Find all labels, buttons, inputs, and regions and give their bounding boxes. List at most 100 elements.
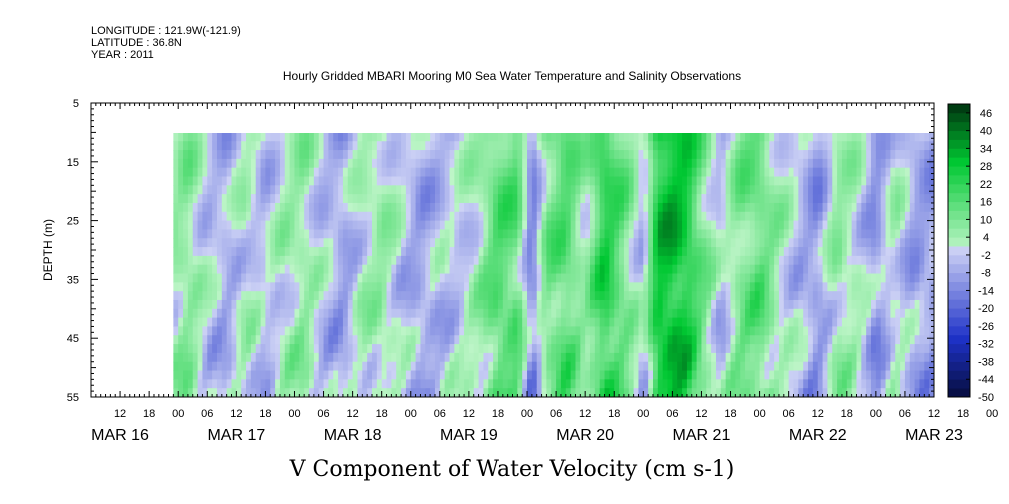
heat-cell [711,194,717,204]
heat-cell [497,255,504,266]
heat-cell [783,202,790,213]
heat-cell [401,344,407,354]
heat-cell [202,361,208,372]
heat-cell [347,202,354,213]
heat-cell [381,211,388,222]
heat-cell [391,150,397,160]
heat-cell [667,176,673,186]
heat-cell [745,344,751,354]
heat-cell [633,361,640,372]
heat-cell [536,229,543,239]
heat-cell [517,229,523,239]
heat-cell [236,176,242,186]
heat-cell [643,264,649,275]
heat-cell [318,141,325,151]
heat-cell [478,238,485,248]
heat-cell [885,255,891,266]
heat-cell [701,264,707,275]
heat-cell [638,264,644,275]
heat-cell [313,176,320,186]
heat-cell [715,255,722,266]
heat-cell [483,370,489,380]
heat-cell [279,299,286,310]
heat-cell [609,273,615,283]
heat-cell [381,220,388,231]
heat-cell [527,167,533,178]
heat-cell [405,379,412,389]
heat-cell [871,273,877,283]
heat-cell [226,141,233,151]
heat-cell [812,202,819,213]
heat-cell [396,229,402,239]
heat-cell [817,167,824,178]
heat-cell [740,370,746,380]
heat-cell [696,352,703,363]
heat-cell [231,202,237,213]
heat-cell [473,326,480,336]
heat-cell [497,379,504,389]
heat-cell [173,255,179,266]
heat-cell [468,220,475,231]
heat-cell [323,185,329,195]
heat-cell [265,299,271,310]
heat-cell [924,291,930,301]
heat-cell [851,273,858,283]
heat-cell [265,255,271,266]
heat-cell [599,255,606,266]
heat-cell [468,308,475,319]
heat-cell [493,133,499,142]
heat-cell [914,344,921,354]
heat-cell [614,238,620,248]
heat-cell [599,247,606,257]
heat-cell [740,220,746,231]
heat-cell [628,202,635,213]
heat-cell [793,158,799,169]
heat-cell [900,361,906,372]
heat-cell [473,317,480,328]
heat-cell [207,150,213,160]
heat-cell [221,388,228,397]
heat-cell [667,299,673,310]
heat-cell [255,185,262,195]
heat-cell [207,299,213,310]
heat-cell [895,202,901,213]
heat-cell [759,335,766,345]
heat-cell [619,202,625,213]
heat-cell [212,388,218,397]
heat-cell [580,352,586,363]
heat-cell [197,344,204,354]
heat-cell [265,352,271,363]
heat-cell [328,291,334,301]
heat-cell [226,238,233,248]
heat-cell [187,185,194,195]
heat-cell [846,185,853,195]
heat-cell [362,335,368,345]
heat-cell [430,211,436,222]
heat-cell [517,308,523,319]
heat-cell [720,344,727,354]
heat-cell [909,238,916,248]
heat-cell [924,282,930,292]
heat-cell [919,141,925,151]
heat-cell [236,299,242,310]
heat-cell [173,317,179,328]
heat-cell [672,317,678,328]
heat-cell [788,194,795,204]
heat-cell [527,282,533,292]
heat-cell [904,141,911,151]
heat-cell [682,202,688,213]
heat-cell [677,264,683,275]
heat-cell [904,229,911,239]
heat-cell [691,370,698,380]
heat-cell [696,220,703,231]
heat-cell [270,220,276,231]
heat-cell [788,150,795,160]
heat-cell [633,141,640,151]
heat-cell [352,388,359,397]
heat-cell [696,141,703,151]
heat-cell [924,264,930,275]
heat-cell [701,344,707,354]
heat-cell [294,220,300,231]
heat-cell [459,273,465,283]
heat-cell [657,229,664,239]
